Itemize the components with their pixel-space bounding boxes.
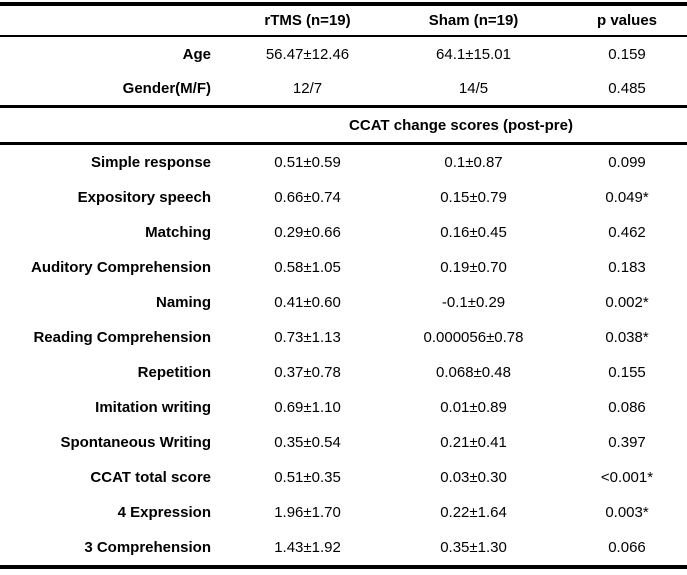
row-label: Age: [182, 45, 211, 63]
table-row-3-comprehension: 3 Comprehension 1.43±1.92 0.35±1.30 0.06…: [0, 530, 687, 565]
sham-value: 64.1±15.01: [436, 45, 511, 63]
rtms-value: 0.58±1.05: [274, 259, 341, 276]
p-value: 0.066: [608, 539, 646, 556]
sham-value: 0.03±0.30: [440, 469, 507, 486]
table-row-4-expression: 4 Expression 1.96±1.70 0.22±1.64 0.003*: [0, 495, 687, 530]
row-label: CCAT total score: [90, 469, 211, 486]
sham-value: 0.35±1.30: [440, 539, 507, 556]
rtms-value: 12/7: [292, 79, 323, 97]
p-value: 0.099: [608, 154, 646, 171]
row-label: Expository speech: [77, 189, 211, 206]
sham-value: 0.068±0.48: [436, 364, 511, 381]
rtms-value: 1.96±1.70: [274, 504, 341, 521]
row-label: Reading Comprehension: [33, 329, 211, 346]
p-value: 0.155: [608, 364, 646, 381]
p-value: 0.485: [608, 79, 646, 97]
row-label: Repetition: [137, 364, 211, 381]
header-row: rTMS (n=19) Sham (n=19) p values: [0, 6, 687, 35]
p-value: 0.462: [608, 224, 646, 241]
table-row-spontaneous-writing: Spontaneous Writing 0.35±0.54 0.21±0.41 …: [0, 425, 687, 460]
col-header-rtms: rTMS (n=19): [264, 12, 351, 29]
p-value: 0.159: [608, 45, 646, 63]
table-rule-below-header: [0, 35, 687, 37]
rtms-value: 0.35±0.54: [274, 434, 341, 451]
p-value: 0.038*: [605, 329, 649, 346]
sham-value: 14/5: [458, 79, 489, 97]
rtms-value: 1.43±1.92: [274, 539, 341, 556]
p-value: 0.003*: [605, 504, 649, 521]
table-row-auditory-comprehension: Auditory Comprehension 0.58±1.05 0.19±0.…: [0, 250, 687, 285]
table-row-age: Age 56.47±12.46 64.1±15.01 0.159: [0, 37, 687, 71]
row-label: Imitation writing: [95, 399, 211, 416]
p-value: 0.049*: [605, 189, 649, 206]
p-value: <0.001*: [600, 469, 654, 486]
table-row-expository-speech: Expository speech 0.66±0.74 0.15±0.79 0.…: [0, 180, 687, 215]
sham-value: 0.01±0.89: [440, 399, 507, 416]
p-value: 0.183: [608, 259, 646, 276]
sham-value: 0.19±0.70: [440, 259, 507, 276]
rtms-value: 0.37±0.78: [274, 364, 341, 381]
table-row-repetition: Repetition 0.37±0.78 0.068±0.48 0.155: [0, 355, 687, 390]
table-rule-below-section: [0, 142, 687, 145]
sham-value: 0.16±0.45: [440, 224, 507, 241]
row-label: Gender(M/F): [122, 79, 211, 97]
rtms-value: 0.41±0.60: [274, 294, 341, 311]
rtms-value: 0.51±0.35: [274, 469, 341, 486]
rtms-value: 0.29±0.66: [274, 224, 341, 241]
rtms-value: 0.51±0.59: [274, 154, 341, 171]
col-header-sham: Sham (n=19): [428, 12, 519, 29]
sham-value: 0.15±0.79: [440, 189, 507, 206]
section-header-row: CCAT change scores (post-pre): [0, 108, 687, 142]
rtms-value: 0.69±1.10: [274, 399, 341, 416]
p-value: 0.086: [608, 399, 646, 416]
row-label: 3 Comprehension: [84, 539, 211, 556]
col-header-pvalues: p values: [596, 12, 658, 29]
table-rule-above-section: [0, 105, 687, 108]
row-label: Matching: [145, 224, 211, 241]
table-rule-top: [0, 2, 687, 6]
row-label: Naming: [155, 294, 211, 311]
table-row-ccat-total-score: CCAT total score 0.51±0.35 0.03±0.30 <0.…: [0, 460, 687, 495]
table-row-matching: Matching 0.29±0.66 0.16±0.45 0.462: [0, 215, 687, 250]
table-rule-bottom: [0, 565, 687, 569]
p-value: 0.397: [608, 434, 646, 451]
sham-value: -0.1±0.29: [441, 294, 506, 311]
table-row-gender: Gender(M/F) 12/7 14/5 0.485: [0, 71, 687, 105]
sham-value: 0.000056±0.78: [423, 329, 524, 346]
row-label: 4 Expression: [117, 504, 211, 521]
sham-value: 0.1±0.87: [444, 154, 503, 171]
table-row-imitation-writing: Imitation writing 0.69±1.10 0.01±0.89 0.…: [0, 390, 687, 425]
row-label: Auditory Comprehension: [30, 259, 211, 276]
section-header: CCAT change scores (post-pre): [349, 116, 573, 134]
rtms-value: 0.73±1.13: [274, 329, 341, 346]
sham-value: 0.22±1.64: [440, 504, 507, 521]
table-row-naming: Naming 0.41±0.60 -0.1±0.29 0.002*: [0, 285, 687, 320]
rtms-value: 56.47±12.46: [265, 45, 350, 63]
table-row-simple-response: Simple response 0.51±0.59 0.1±0.87 0.099: [0, 145, 687, 180]
p-value: 0.002*: [605, 294, 649, 311]
sham-value: 0.21±0.41: [440, 434, 507, 451]
row-label: Simple response: [90, 154, 211, 171]
table-row-reading-comprehension: Reading Comprehension 0.73±1.13 0.000056…: [0, 320, 687, 355]
row-label: Spontaneous Writing: [60, 434, 211, 451]
rtms-value: 0.66±0.74: [274, 189, 341, 206]
